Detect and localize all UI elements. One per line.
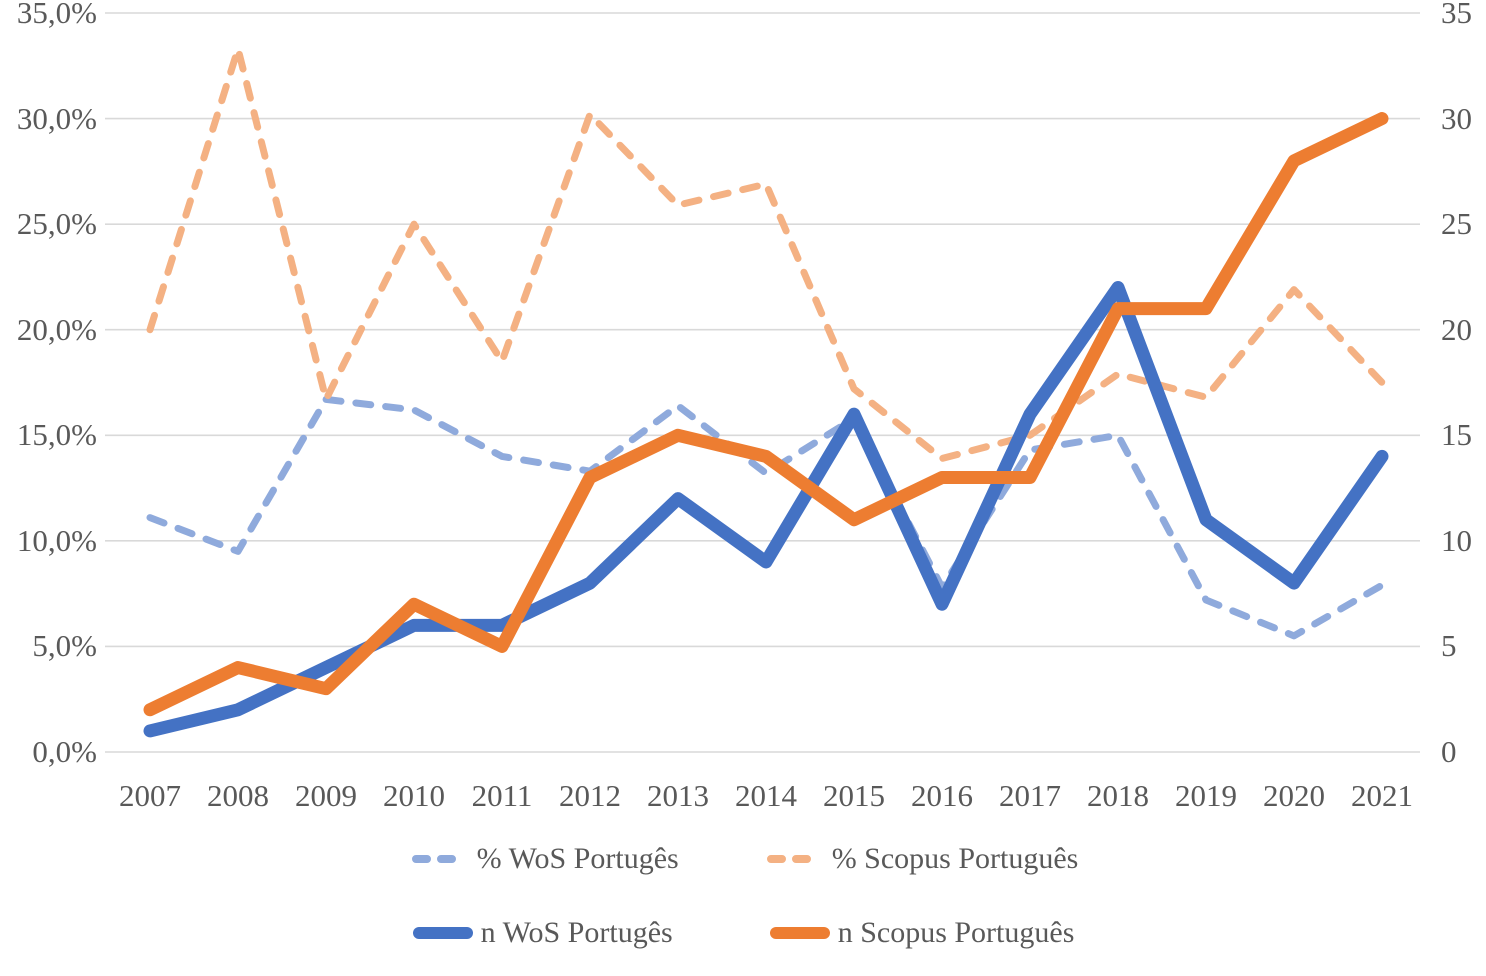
series-line-0-dashed xyxy=(146,395,1386,640)
y-axis-right-tick: 5 xyxy=(1441,628,1457,664)
y-axis-right-tick: 20 xyxy=(1441,311,1472,347)
x-axis-tick-2009: 2009 xyxy=(295,778,357,813)
legend-item-pct-scopus: % Scopus Português xyxy=(763,842,1079,876)
y-axis-left-tick: 10,0% xyxy=(16,522,97,558)
y-axis-left-tick: 0,0% xyxy=(32,734,97,769)
legend-label-n-scopus: n Scopus Português xyxy=(837,916,1075,949)
legend-label-n-wos: n WoS Portugês xyxy=(480,916,673,949)
x-axis-tick-2015: 2015 xyxy=(823,778,885,813)
y-axis-right-tick: 30 xyxy=(1441,100,1472,136)
y-axis-left-tick: 25,0% xyxy=(16,206,97,242)
legend-sample-dashed-orange xyxy=(766,855,821,863)
x-axis-tick-2018: 2018 xyxy=(1087,778,1149,813)
x-axis-tick-2012: 2012 xyxy=(559,778,621,813)
y-axis-right-tick: 25 xyxy=(1441,206,1472,242)
y-axis-left-tick: 15,0% xyxy=(16,417,97,453)
series-line-1-dashed xyxy=(146,45,1386,463)
x-axis-tick-2011: 2011 xyxy=(471,778,533,813)
legend-row-1: % WoS Portugês % Scopus Português xyxy=(0,842,1486,876)
y-axis-right-tick: 35 xyxy=(1441,0,1472,30)
legend-sample-solid-blue xyxy=(412,927,473,939)
x-axis-tick-2016: 2016 xyxy=(911,778,973,813)
legend-label-pct-scopus: % Scopus Português xyxy=(831,842,1079,875)
y-axis-left-tick: 30,0% xyxy=(16,100,97,136)
x-axis-tick-2019: 2019 xyxy=(1175,778,1237,813)
series-line-3-solid xyxy=(143,112,1389,717)
legend-item-pct-wos: % WoS Portugês xyxy=(408,842,679,876)
x-axis-tick-2017: 2017 xyxy=(999,778,1061,813)
legend-row-2: n WoS Portugês n Scopus Português xyxy=(0,916,1486,950)
y-axis-right-tick: 0 xyxy=(1441,734,1457,769)
legend-label-pct-wos: % WoS Portugês xyxy=(476,842,679,875)
legend-item-n-scopus: n Scopus Português xyxy=(769,916,1075,950)
series-line-2-solid xyxy=(143,280,1389,738)
x-axis-tick-2013: 2013 xyxy=(647,778,709,813)
y-axis-left-tick: 5,0% xyxy=(32,628,97,664)
legend-item-n-wos: n WoS Portugês xyxy=(412,916,673,950)
y-axis-left-tick: 20,0% xyxy=(16,311,97,347)
x-axis-tick-2007: 2007 xyxy=(119,778,181,813)
x-axis-tick-2010: 2010 xyxy=(383,778,445,813)
x-axis-tick-2020: 2020 xyxy=(1263,778,1325,813)
y-axis-right-tick: 15 xyxy=(1441,417,1472,453)
y-axis-left-tick: 35,0% xyxy=(16,0,97,30)
x-axis-tick-2021: 2021 xyxy=(1351,778,1413,813)
y-axis-right-tick: 10 xyxy=(1441,522,1472,558)
x-axis-tick-2014: 2014 xyxy=(735,778,797,813)
legend-sample-solid-orange xyxy=(769,927,830,939)
legend-sample-dashed-blue xyxy=(411,855,466,863)
x-axis-tick-2008: 2008 xyxy=(207,778,269,813)
